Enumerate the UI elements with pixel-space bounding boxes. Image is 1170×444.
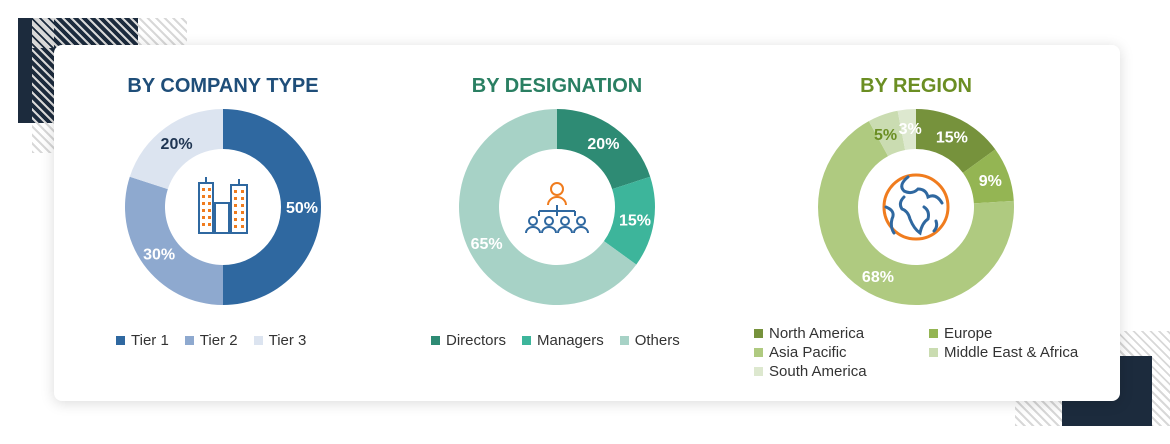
slice-europe bbox=[962, 149, 1014, 204]
decor-hatch bbox=[32, 18, 54, 153]
legend-label: Tier 2 bbox=[199, 332, 238, 349]
legend-item: Others bbox=[619, 332, 680, 349]
buildings-icon bbox=[198, 177, 248, 234]
legend-item: Tier 2 bbox=[184, 332, 238, 349]
legend-label: Managers bbox=[537, 332, 604, 349]
legend-swatch bbox=[116, 336, 125, 345]
slice-directors bbox=[557, 109, 651, 190]
legend: North America Europe Asia Pacific Middle Ea… bbox=[754, 325, 1099, 380]
slice-middle-east-africa bbox=[868, 110, 906, 157]
data-label: 50% bbox=[286, 200, 318, 217]
legend: Directors Managers Others bbox=[431, 332, 696, 349]
legend-label: Directors bbox=[446, 332, 507, 349]
legend-item: Middle East & Africa bbox=[929, 344, 1083, 361]
legend: Tier 1 Tier 2 Tier 3 bbox=[116, 332, 322, 349]
legend-label: Tier 3 bbox=[268, 332, 307, 349]
legend-label: Europe bbox=[944, 325, 993, 342]
donut-chart: 20% 15% 65% bbox=[458, 109, 655, 305]
chart-title: BY DESIGNATION bbox=[471, 75, 643, 97]
legend-swatch bbox=[619, 336, 629, 345]
slice-tier-3 bbox=[129, 108, 223, 190]
legend-label: South America bbox=[769, 363, 867, 380]
data-label: 15% bbox=[619, 212, 651, 229]
legend-label: North America bbox=[769, 325, 865, 342]
globe-icon bbox=[882, 173, 950, 241]
donut-chart: 50% 30% 20% bbox=[124, 108, 321, 305]
data-label: 5% bbox=[874, 127, 897, 144]
legend-swatch bbox=[522, 336, 532, 345]
data-label: 20% bbox=[587, 136, 619, 153]
legend-label: Tier 1 bbox=[131, 332, 169, 349]
legend-label: Middle East & Africa bbox=[944, 344, 1079, 361]
legend-label: Asia Pacific bbox=[769, 344, 847, 361]
legend-item: Asia Pacific bbox=[754, 344, 913, 361]
legend-swatch bbox=[184, 336, 194, 345]
legend-item: Tier 3 bbox=[253, 332, 307, 349]
legend-swatch bbox=[253, 336, 263, 345]
organization-people-icon bbox=[525, 182, 589, 234]
legend-item: Tier 1 bbox=[116, 332, 169, 349]
donut-chart: 15% 9% 68% 5% 3% bbox=[818, 109, 1014, 305]
data-label: 30% bbox=[143, 246, 175, 263]
infographic-card: BY COMPANY TYPE 50% 30% 20% Tier 1 Tier 2 Tier… bbox=[54, 45, 1120, 401]
legend-swatch bbox=[929, 329, 938, 338]
slice-tier-2 bbox=[124, 176, 223, 305]
legend-item: Europe bbox=[929, 325, 1083, 342]
slice-asia-pacific bbox=[818, 121, 1014, 305]
chart-title: BY COMPANY TYPE bbox=[127, 75, 319, 97]
legend-swatch bbox=[929, 348, 938, 357]
data-label: 68% bbox=[862, 269, 894, 286]
decor-hatch bbox=[32, 18, 187, 48]
data-label: 3% bbox=[899, 121, 922, 138]
slice-managers bbox=[603, 176, 655, 265]
data-label: 9% bbox=[979, 173, 1002, 190]
legend-swatch bbox=[431, 336, 440, 345]
slice-south-america bbox=[897, 109, 916, 151]
slice-others bbox=[458, 109, 637, 305]
legend-item: North America bbox=[754, 325, 913, 342]
data-label: 65% bbox=[471, 236, 503, 253]
data-label: 20% bbox=[161, 136, 193, 153]
legend-swatch bbox=[754, 367, 763, 376]
legend-item: Directors bbox=[431, 332, 506, 349]
data-label: 15% bbox=[936, 130, 968, 147]
legend-item: South America bbox=[754, 363, 913, 380]
legend-item: Managers bbox=[522, 332, 604, 349]
slice-tier-1 bbox=[223, 109, 321, 305]
legend-label: Others bbox=[634, 332, 680, 349]
chart-title: BY REGION bbox=[860, 75, 972, 97]
legend-swatch bbox=[754, 329, 763, 338]
legend-swatch bbox=[754, 348, 763, 357]
slice-north-america bbox=[916, 109, 996, 173]
